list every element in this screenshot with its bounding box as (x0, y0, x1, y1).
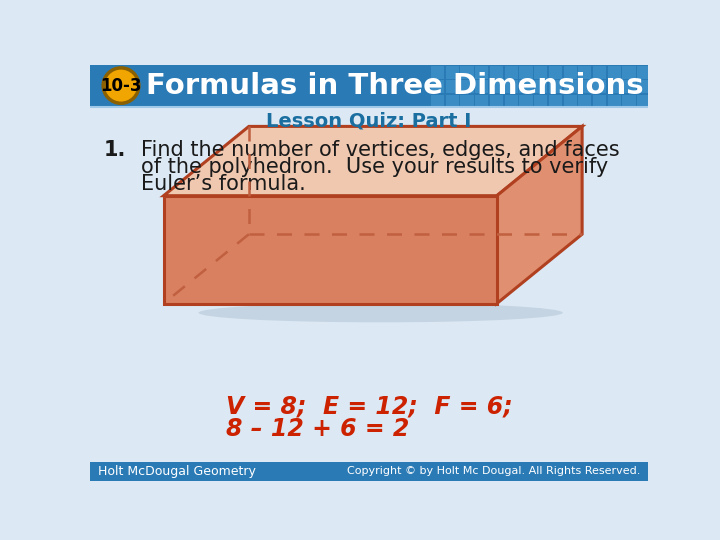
Bar (505, 65, 518, 79)
Bar (652, 95, 665, 108)
Text: Formulas in Three Dimensions: Formulas in Three Dimensions (145, 72, 644, 100)
Bar (622, 95, 636, 108)
Bar (564, 65, 577, 79)
Bar (475, 65, 488, 79)
Bar (608, 65, 621, 79)
Bar (564, 80, 577, 93)
Bar (578, 95, 591, 108)
Bar (519, 80, 533, 93)
Bar (578, 80, 591, 93)
Text: 8 – 12 + 6 = 2: 8 – 12 + 6 = 2 (225, 417, 409, 442)
Bar (549, 95, 562, 108)
Text: Holt McDougal Geometry: Holt McDougal Geometry (98, 465, 256, 478)
Text: Find the number of vertices, edges, and faces: Find the number of vertices, edges, and … (141, 140, 620, 160)
Bar (475, 95, 488, 108)
Bar (505, 95, 518, 108)
Bar (90, 462, 648, 481)
Bar (637, 80, 650, 93)
Circle shape (103, 68, 139, 103)
Text: Copyright © by Holt Mc Dougal. All Rights Reserved.: Copyright © by Holt Mc Dougal. All Right… (347, 467, 640, 476)
Bar (652, 65, 665, 79)
Bar (608, 80, 621, 93)
Text: V = 8;  E = 12;  F = 6;: V = 8; E = 12; F = 6; (225, 394, 513, 418)
Bar (461, 65, 474, 79)
Bar (593, 65, 606, 79)
Bar (446, 65, 459, 79)
Bar (446, 95, 459, 108)
Text: of the polyhedron.  Use your results to verify: of the polyhedron. Use your results to v… (141, 157, 608, 177)
Bar (549, 80, 562, 93)
Bar (593, 80, 606, 93)
Bar (622, 80, 636, 93)
Bar (490, 65, 503, 79)
Bar (519, 95, 533, 108)
Polygon shape (163, 126, 582, 195)
Bar (90, 65, 648, 107)
Bar (578, 65, 591, 79)
Bar (505, 80, 518, 93)
Polygon shape (163, 195, 497, 303)
Bar (490, 95, 503, 108)
Polygon shape (497, 126, 582, 303)
Bar (637, 95, 650, 108)
Bar (446, 80, 459, 93)
Bar (622, 65, 636, 79)
Bar (431, 65, 444, 79)
Bar (431, 80, 444, 93)
Bar (519, 65, 533, 79)
Bar (637, 65, 650, 79)
Bar (564, 95, 577, 108)
Text: 10-3: 10-3 (100, 77, 142, 96)
Bar (461, 95, 474, 108)
Bar (652, 80, 665, 93)
Bar (549, 65, 562, 79)
Bar (593, 95, 606, 108)
Bar (534, 80, 547, 93)
Bar (608, 95, 621, 108)
Text: Euler’s formula.: Euler’s formula. (141, 174, 306, 194)
Bar (490, 80, 503, 93)
Bar (534, 65, 547, 79)
Bar (431, 95, 444, 108)
Text: Lesson Quiz: Part I: Lesson Quiz: Part I (266, 111, 472, 131)
Bar (475, 80, 488, 93)
Text: 1.: 1. (104, 140, 126, 160)
Bar (534, 95, 547, 108)
Ellipse shape (199, 303, 563, 322)
Bar (461, 80, 474, 93)
